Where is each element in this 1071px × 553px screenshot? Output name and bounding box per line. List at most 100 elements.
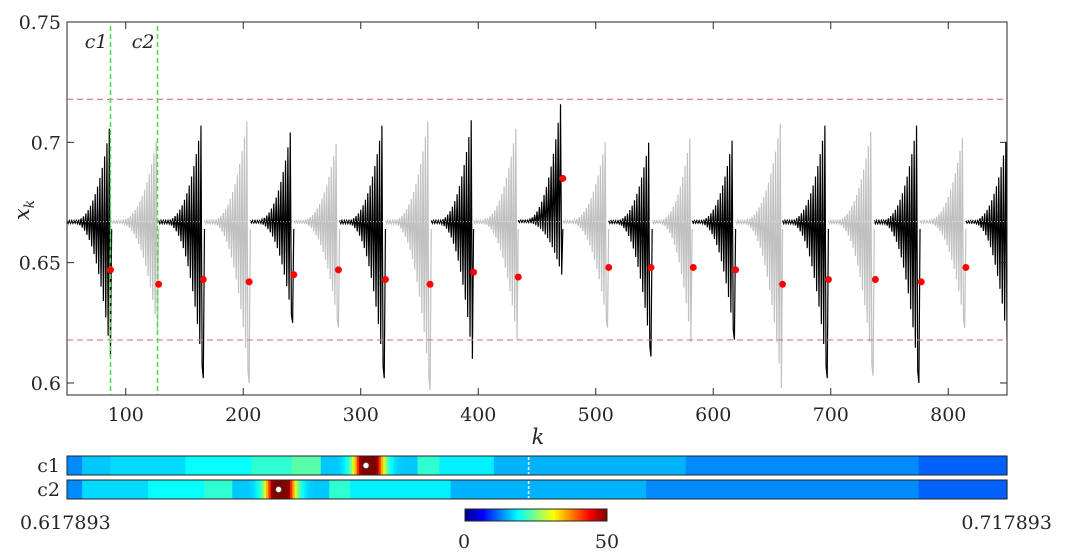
x-axis-label: k — [532, 425, 545, 449]
strip-c1-band-5 — [251, 456, 293, 475]
plot-frame — [66, 21, 1008, 396]
strip-c1-band-9 — [439, 456, 495, 475]
strip-c1-peak-cell-27 — [383, 456, 387, 475]
strip-c1-peak-cell-16 — [356, 456, 360, 475]
marker-4 — [245, 278, 253, 286]
strip-c2-peak-cell-22 — [282, 480, 286, 499]
y-tick-label-2: 0.7 — [31, 132, 61, 154]
strip-c2-peak-cell-30 — [302, 480, 306, 499]
strip-c1-peak-cell-21 — [368, 456, 372, 475]
marker-9 — [470, 268, 478, 276]
x-tick-label-800: 800 — [930, 404, 966, 426]
strip-c2-band-4 — [204, 480, 236, 499]
x-tick-label-100: 100 — [108, 404, 144, 426]
strip-c2-peak-cell-15 — [266, 480, 270, 499]
marker-14 — [689, 263, 697, 271]
series-segment-13 — [608, 142, 653, 357]
series-segment-11 — [517, 104, 564, 275]
x-tick-label-300: 300 — [343, 404, 379, 426]
series-segment-8 — [384, 121, 432, 391]
strip-c1-peak-cell-13 — [349, 456, 353, 475]
strip-c2-peak-cell-14 — [263, 480, 267, 499]
colorbar — [464, 508, 608, 522]
strip-c2-peak-cell-16 — [268, 480, 272, 499]
x-tick-label-200: 200 — [225, 404, 261, 426]
strip-c2-peak-cell-37 — [318, 480, 322, 499]
strip-c1-peak-cell-6 — [332, 456, 336, 475]
strip-c2-peak-cell-24 — [287, 480, 291, 499]
strip-c1-peak-cell-5 — [330, 456, 334, 475]
strip-c1-peak-cell-3 — [325, 456, 329, 475]
y-tick-label-3: 0.75 — [19, 12, 61, 34]
series-segment-18 — [827, 131, 875, 376]
strip-c2-peak-cell-39 — [323, 480, 327, 499]
marker-5 — [290, 271, 298, 279]
strip-c1-peak-cell-28 — [385, 456, 389, 475]
strip-c2-peak-cell-1 — [232, 480, 236, 499]
strip-c1-peak-cell-35 — [402, 456, 406, 475]
strip-c1-peak-cell-4 — [327, 456, 331, 475]
strip-range-min-label: 0.617893 — [20, 512, 111, 534]
strip-c1: c1 — [37, 455, 1008, 477]
strip-c2-band-8 — [450, 480, 647, 499]
strip-c2-peak-cell-8 — [249, 480, 253, 499]
strip-c2-peak-cell-10 — [253, 480, 257, 499]
strip-c1-peak-cell-7 — [335, 456, 339, 475]
strip-c1-peak-cell-11 — [344, 456, 348, 475]
strip-c2-band-7 — [350, 480, 452, 499]
strip-range-max-label: 0.717893 — [961, 512, 1052, 534]
y-tick-label-0: 0.6 — [31, 373, 61, 395]
strip-c1-peak-cell-32 — [395, 456, 399, 475]
strip-c2-peak-cell-34 — [311, 480, 315, 499]
series-segment-14 — [651, 138, 693, 343]
strip-c1-peak-cell-26 — [380, 456, 384, 475]
strip-c2-peak-cell-33 — [309, 480, 313, 499]
strip-c2-peak-cell-32 — [306, 480, 310, 499]
strip-c1-peak-cell-29 — [388, 456, 392, 475]
strip-c1-band-6 — [291, 456, 328, 475]
strip-c2-band-9 — [646, 480, 920, 499]
strip-c2-peak-cell-13 — [261, 480, 265, 499]
series-segment-16 — [735, 123, 784, 388]
strip-c1-band-2 — [82, 456, 111, 475]
strip-c2-peak-cell-36 — [316, 480, 320, 499]
strip-c1-peak-cell-40 — [414, 456, 418, 475]
strip-c1-peak-cell-9 — [339, 456, 343, 475]
marker-11 — [559, 174, 567, 182]
strip-c1-band-10 — [493, 456, 687, 475]
strip-c1-band-1 — [67, 456, 83, 475]
strip-c2-peak-cell-40 — [326, 480, 330, 499]
series-segment-19 — [873, 125, 921, 384]
series-segment-2 — [111, 141, 160, 331]
strip-c2-band-1 — [67, 480, 83, 499]
strip-c2-band-2 — [82, 480, 149, 499]
strip-c2-peak-cell-29 — [299, 480, 303, 499]
strip-c1-marker — [362, 462, 370, 469]
series-segment-7 — [339, 125, 387, 379]
x-tick-label-400: 400 — [460, 404, 496, 426]
overlay-layer: c1 c2 — [67, 26, 1007, 395]
strip-c2-peak-cell-5 — [241, 480, 245, 499]
strip-c1-band-3 — [110, 456, 187, 475]
strip-c1-peak-cell-22 — [371, 456, 375, 475]
strip-c2-peak-cell-27 — [294, 480, 298, 499]
y-tick-label-1: 0.65 — [19, 253, 61, 275]
marker-6 — [334, 266, 342, 274]
series-segment-1 — [67, 128, 113, 357]
marker-7 — [381, 275, 389, 283]
strip-c1-peak-cell-39 — [412, 456, 416, 475]
x-tick-label-600: 600 — [695, 404, 731, 426]
vline-label-c1: c1 — [85, 31, 108, 53]
strip-c1-peak-cell-2 — [323, 456, 327, 475]
strip-c2-peak-cell-17 — [270, 480, 274, 499]
series-segment-15 — [691, 140, 737, 340]
strip-c2-peak-cell-6 — [244, 480, 248, 499]
strip-c1-label: c1 — [37, 455, 60, 477]
strip-c2-peak-cell-23 — [285, 480, 289, 499]
series-segment-12 — [562, 141, 610, 328]
strip-c1-peak-cell-10 — [342, 456, 346, 475]
strip-c1-peak-cell-14 — [351, 456, 355, 475]
strip-c2-peak-cell-2 — [234, 480, 238, 499]
strip-c1-peak-cell-36 — [404, 456, 408, 475]
